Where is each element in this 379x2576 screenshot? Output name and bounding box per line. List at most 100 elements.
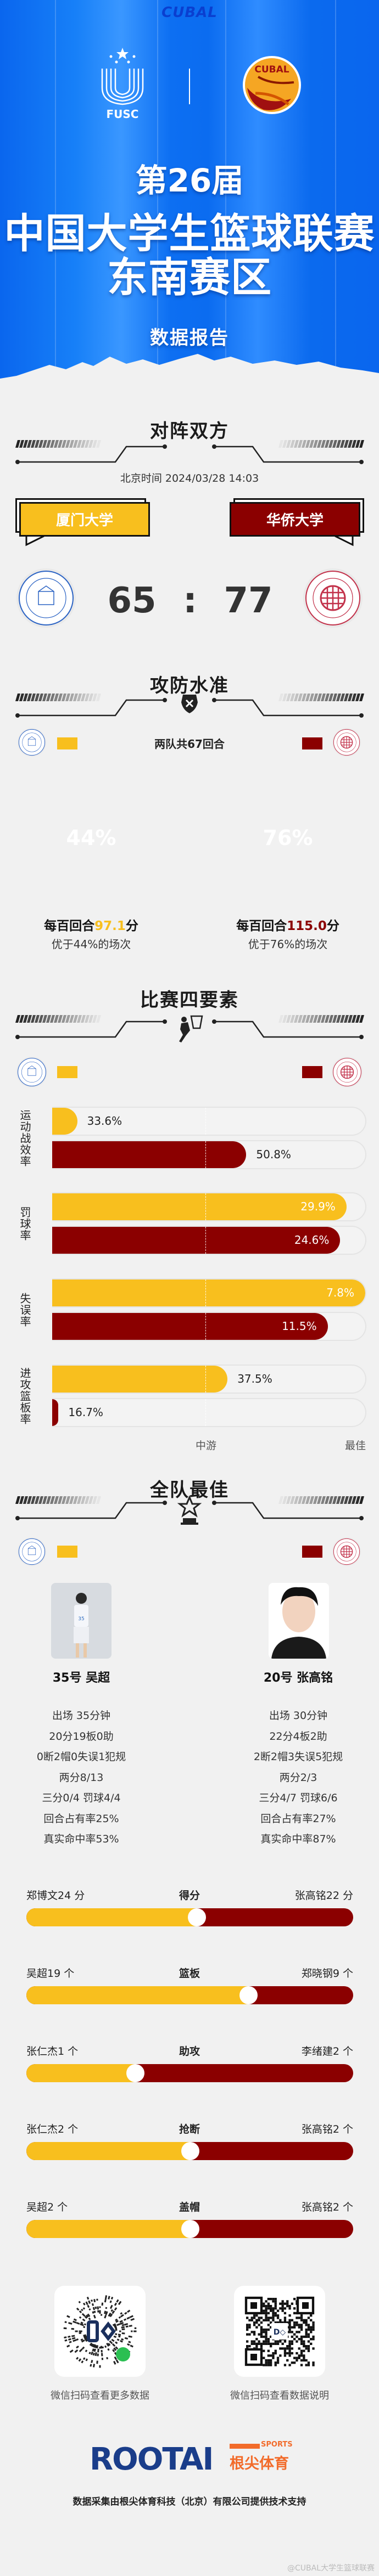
data-credit: 数据采集由根尖体育科技（北京）有限公司提供技术支持 <box>73 2496 306 2507</box>
leader-category: 助攻 <box>179 2045 200 2058</box>
factor-bar-home: 37.5% <box>52 1365 366 1394</box>
header-banner: CUBAL FUSC CUBAL 第26届 中国大学生篮球联赛 东南赛区 数据报… <box>0 0 379 384</box>
cubal-ball-logo: CUBAL <box>243 56 301 114</box>
leader-divider-knob <box>239 1986 258 2004</box>
fusc-logo-text: FUSC <box>107 108 139 121</box>
home-legend-swatch <box>57 737 77 749</box>
home-legend-swatch <box>57 1546 77 1558</box>
factor-label: 失误率 <box>18 1292 31 1327</box>
factor-bar-away: 16.7% <box>52 1398 366 1427</box>
offense-defense-section-title: 攻防水准 <box>150 675 229 697</box>
home-team-label: 厦门大学 <box>19 502 150 537</box>
leader-away: 张高铭22 分 <box>294 1890 353 1902</box>
qr-left-caption: 微信扫码查看更多数据 <box>51 2390 149 2402</box>
factor-fill-home <box>52 1279 365 1306</box>
factor-fill-home <box>52 1108 77 1135</box>
edition-title: 第26届 <box>135 162 244 199</box>
shield-icon <box>181 695 198 713</box>
factor-fill-away <box>52 1227 341 1254</box>
player-stat-line: 真实命中率87% <box>260 1833 336 1845</box>
factor-fill-away <box>52 1141 247 1168</box>
player-stat-line: 三分0/4 罚球4/4 <box>42 1792 121 1804</box>
leader-home-fill <box>26 2142 190 2160</box>
away-team-logo-small <box>332 1057 363 1087</box>
midline <box>205 1366 206 1393</box>
home-per100: 每百回合97.1分 <box>44 919 138 933</box>
svg-text:D◇: D◇ <box>274 2328 286 2337</box>
leader-comparison-bar <box>26 1908 353 1926</box>
leader-divider-knob <box>126 2064 145 2082</box>
home-score: 65 <box>107 580 157 621</box>
leader-away: 李绪建2 个 <box>301 2045 353 2058</box>
mini-program-qr-code[interactable] <box>54 2286 146 2377</box>
axis-mid-label: 中游 <box>196 1440 217 1452</box>
midline <box>205 1193 206 1220</box>
player-stat-line: 两分2/3 <box>279 1771 317 1784</box>
home-player-name: 35号 吴超 <box>52 1671 110 1685</box>
home-percentile: 44% <box>66 826 116 850</box>
axis-best-label: 最佳 <box>345 1440 366 1452</box>
logo-divider <box>189 69 190 104</box>
leader-away: 张高铭2 个 <box>301 2201 353 2213</box>
factor-label: 进攻篮板率 <box>18 1367 31 1425</box>
leader-comparison-bar <box>26 2220 353 2238</box>
factor-bar-away: 11.5% <box>52 1312 366 1341</box>
leader-home: 张仁杰2 个 <box>26 2123 79 2135</box>
factor-value-away: 50.8% <box>256 1148 291 1161</box>
away-team-logo <box>303 568 363 628</box>
away-better-than: 优于76%的场次 <box>248 938 328 951</box>
section-divider <box>15 1495 364 1525</box>
midline <box>205 1108 206 1135</box>
leader-divider-knob <box>181 2142 199 2160</box>
factor-bar-home: 29.9% <box>52 1192 366 1221</box>
away-player-stats: 出场 30分钟 22分4板2助 2断2帽3失误5犯规 两分2/3 三分4/7 罚球6/6… <box>216 1706 379 1850</box>
factor-value-away: 11.5% <box>282 1320 317 1333</box>
report-subtitle: 数据报告 <box>150 327 229 349</box>
leader-category: 盖帽 <box>179 2201 200 2213</box>
factor-fill-home <box>52 1366 228 1393</box>
leader-home: 吴超2 个 <box>26 2201 68 2213</box>
svg-text:35: 35 <box>78 1616 84 1622</box>
factor-value-away: 16.7% <box>68 1406 103 1419</box>
home-team-logo-small <box>18 728 46 757</box>
section-divider <box>15 694 364 718</box>
wechat-qr-code[interactable]: D◇ <box>234 2286 325 2377</box>
trophy-star-icon <box>177 1495 202 1525</box>
factor-bar-home: 7.8% <box>52 1278 366 1307</box>
home-player-photo: 35 <box>51 1583 112 1659</box>
factor-fill-home <box>52 1193 347 1220</box>
leader-home-fill <box>26 1908 197 1926</box>
matchup-section-title: 对阵双方 <box>150 420 229 442</box>
league-title: 中国大学生篮球联赛 <box>4 210 375 257</box>
leader-home: 吴超19 个 <box>26 1968 75 1980</box>
four-factors-section-title: 比赛四要素 <box>140 989 239 1011</box>
factor-value-home: 29.9% <box>300 1200 336 1213</box>
player-stat-line: 出场 30分钟 <box>269 1710 328 1722</box>
away-legend-swatch <box>302 1546 322 1558</box>
player-stat-line: 真实命中率53% <box>43 1833 119 1845</box>
factor-bar-away: 50.8% <box>52 1140 366 1169</box>
away-legend-swatch <box>302 1066 322 1078</box>
player-stat-line: 0断2帽0失误1犯规 <box>36 1751 126 1763</box>
basketball-player-icon <box>179 1015 203 1042</box>
home-better-than: 优于44%的场次 <box>51 938 131 951</box>
midline <box>205 1313 206 1340</box>
factor-value-home: 7.8% <box>326 1286 354 1299</box>
home-team-logo-small <box>18 1537 46 1566</box>
leader-category: 抢断 <box>179 2123 200 2135</box>
fusc-logo: FUSC <box>101 48 144 121</box>
away-score: 77 <box>224 580 273 621</box>
torn-paper-edge <box>0 354 379 384</box>
leader-divider-knob <box>188 1908 207 1926</box>
home-team-logo-small <box>16 1057 47 1087</box>
section-divider <box>15 1015 364 1042</box>
factor-value-away: 24.6% <box>294 1233 330 1247</box>
away-team-label: 华侨大学 <box>230 502 360 537</box>
leader-home: 郑博文24 分 <box>26 1890 85 1902</box>
match-datetime: 北京时间 2024/03/28 14:03 <box>120 472 259 484</box>
home-per100-value: 97.1 <box>94 919 126 933</box>
player-stat-line: 出场 35分钟 <box>52 1710 111 1722</box>
home-player-stats: 出场 35分钟 20分19板0助 0断2帽0失误1犯规 两分8/13 三分0/4 罚球4… <box>0 1706 164 1850</box>
home-team-logo <box>16 568 76 628</box>
away-per100-value: 115.0 <box>287 919 327 933</box>
